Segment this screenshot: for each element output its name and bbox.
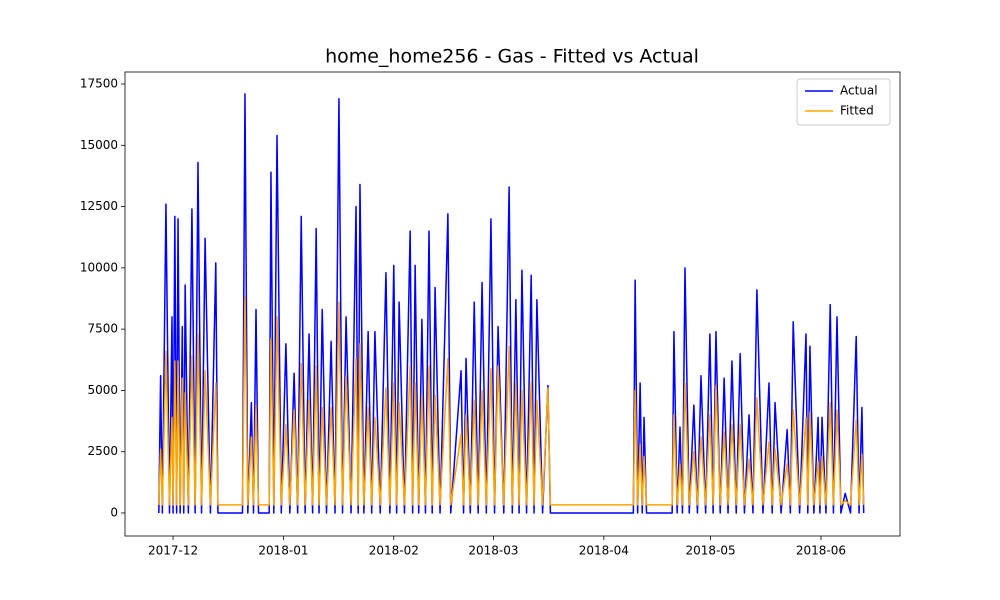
x-tick-label: 2018-02 (369, 544, 419, 558)
x-tick-label: 2017-12 (148, 544, 198, 558)
x-tick-label: 2018-01 (258, 544, 308, 558)
x-tick-label: 2018-03 (468, 544, 518, 558)
y-tick-label: 5000 (87, 383, 118, 397)
y-tick-label: 15000 (80, 138, 118, 152)
y-tick-label: 0 (110, 505, 118, 519)
x-tick-label: 2018-05 (686, 544, 736, 558)
chart-title: home_home256 - Gas - Fitted vs Actual (325, 46, 699, 68)
x-tick-label: 2018-06 (796, 544, 846, 558)
y-tick-label: 2500 (87, 444, 118, 458)
series-line (158, 296, 865, 506)
y-tick-label: 10000 (80, 260, 118, 274)
y-tick-label: 7500 (87, 322, 118, 336)
legend-label: Actual (840, 84, 878, 98)
y-tick-label: 12500 (80, 199, 118, 213)
x-tick-label: 2018-04 (579, 544, 629, 558)
plot-frame (124, 71, 901, 537)
legend-label: Fitted (840, 104, 874, 118)
y-tick-label: 17500 (80, 77, 118, 91)
